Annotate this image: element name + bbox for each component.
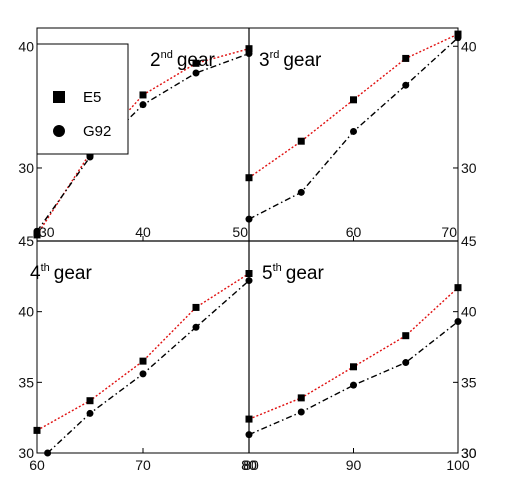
x-tick-label: 60: [29, 457, 45, 473]
panel-title: 5th gear: [262, 262, 324, 284]
panel-3: [33, 270, 253, 457]
data-point-e5: [245, 270, 253, 278]
legend-square-icon: [53, 91, 65, 103]
x-tick-label-80-overlap: 80: [243, 457, 259, 473]
series-line-e5: [248, 33, 459, 179]
data-point-g92: [33, 227, 41, 235]
data-point-g92: [297, 188, 305, 196]
series-line-e5: [36, 272, 250, 432]
data-point-e5: [139, 357, 147, 365]
x-tick-label: 70: [441, 224, 457, 240]
data-point-g92: [402, 81, 410, 89]
y-tick-label: 40: [18, 304, 34, 320]
y-tick-label: 30: [18, 160, 34, 176]
data-point-g92: [192, 69, 200, 77]
panel-title: 3rd gear: [259, 49, 322, 71]
data-point-g92: [139, 101, 147, 109]
x-tick-label: 90: [346, 457, 362, 473]
panel-title: 4th gear: [30, 262, 92, 284]
panel-title-number: 3: [259, 50, 270, 71]
panel-title-suffix: nd: [161, 49, 173, 61]
x-tick-label: 50: [232, 224, 248, 240]
data-point-e5: [33, 231, 41, 239]
panel-title-suffix: th: [41, 262, 50, 274]
legend-label: G92: [83, 123, 111, 140]
y-tick-label-30-right: 30: [461, 445, 477, 461]
data-point-g92: [44, 449, 52, 457]
data-point-e5: [86, 397, 94, 405]
panel-2: [245, 30, 462, 241]
panel-title: 2nd gear: [150, 49, 216, 71]
panel-title-word: gear: [177, 50, 216, 71]
panel-title-word: gear: [283, 50, 322, 71]
y-tick-label-45-left: 45: [18, 233, 34, 249]
panel-title-suffix: th: [273, 262, 282, 274]
data-point-e5: [33, 426, 41, 434]
panel-1: [33, 45, 253, 241]
data-point-g92: [297, 408, 305, 416]
x-tick-label: 100: [446, 457, 470, 473]
data-point-e5: [139, 91, 147, 99]
data-point-g92: [86, 409, 94, 417]
panel-title-number: 5: [262, 263, 273, 284]
y-tick-label: 30: [461, 445, 477, 461]
panel-title-word: gear: [54, 263, 93, 284]
data-point-g92: [350, 127, 357, 135]
panel-title-number: 2: [150, 50, 161, 71]
data-point-g92: [454, 34, 462, 42]
data-point-e5: [245, 415, 253, 423]
legend-label: E5: [83, 89, 101, 106]
y-tick-label: 30: [18, 445, 34, 461]
panel-4: [245, 284, 462, 454]
x-tick-label: 30: [39, 224, 55, 240]
y-tick-label: 40: [461, 38, 477, 54]
data-point-e5: [297, 394, 305, 402]
y-tick-label: 30: [461, 160, 477, 176]
data-point-g92: [245, 50, 253, 58]
data-point-e5: [192, 59, 200, 67]
legend-circle-icon: [53, 125, 65, 137]
data-point-g92: [245, 431, 253, 439]
series-line-e5: [248, 287, 459, 420]
data-point-g92: [86, 153, 94, 161]
data-point-e5: [297, 137, 305, 145]
y-tick-label: 35: [18, 374, 34, 390]
data-point-e5: [454, 284, 462, 292]
data-point-e5: [245, 174, 253, 182]
y-tick-label-45-right: 45: [461, 233, 477, 249]
panel-title-suffix: rd: [270, 49, 280, 61]
data-point-e5: [350, 96, 357, 104]
data-point-g92: [139, 370, 147, 378]
data-point-g92: [245, 215, 253, 223]
data-point-e5: [245, 45, 253, 53]
legend-box: [36, 43, 129, 155]
panel-title-number: 4: [30, 263, 41, 284]
data-point-g92: [192, 323, 200, 331]
series-line-g92: [248, 321, 459, 436]
panel-title-word: gear: [286, 263, 325, 284]
data-point-g92: [454, 318, 462, 326]
x-tick-label: 60: [346, 224, 362, 240]
data-point-g92: [350, 381, 357, 389]
x-tick-label: 80: [241, 457, 257, 473]
y-tick-label: 40: [18, 38, 34, 54]
x-tick-label: 70: [135, 457, 151, 473]
y-tick-label: 40: [461, 304, 477, 320]
x-tick-label: 40: [135, 224, 151, 240]
data-point-e5: [350, 363, 357, 371]
data-point-e5: [402, 54, 410, 62]
data-point-e5: [192, 303, 200, 311]
y-tick-label: 35: [461, 374, 477, 390]
data-point-e5: [454, 30, 462, 38]
x-tick-label: 80: [241, 457, 257, 473]
data-point-e5: [402, 332, 410, 340]
data-point-g92: [245, 277, 253, 285]
data-point-g92: [402, 359, 410, 367]
series-line-g92: [47, 280, 250, 454]
